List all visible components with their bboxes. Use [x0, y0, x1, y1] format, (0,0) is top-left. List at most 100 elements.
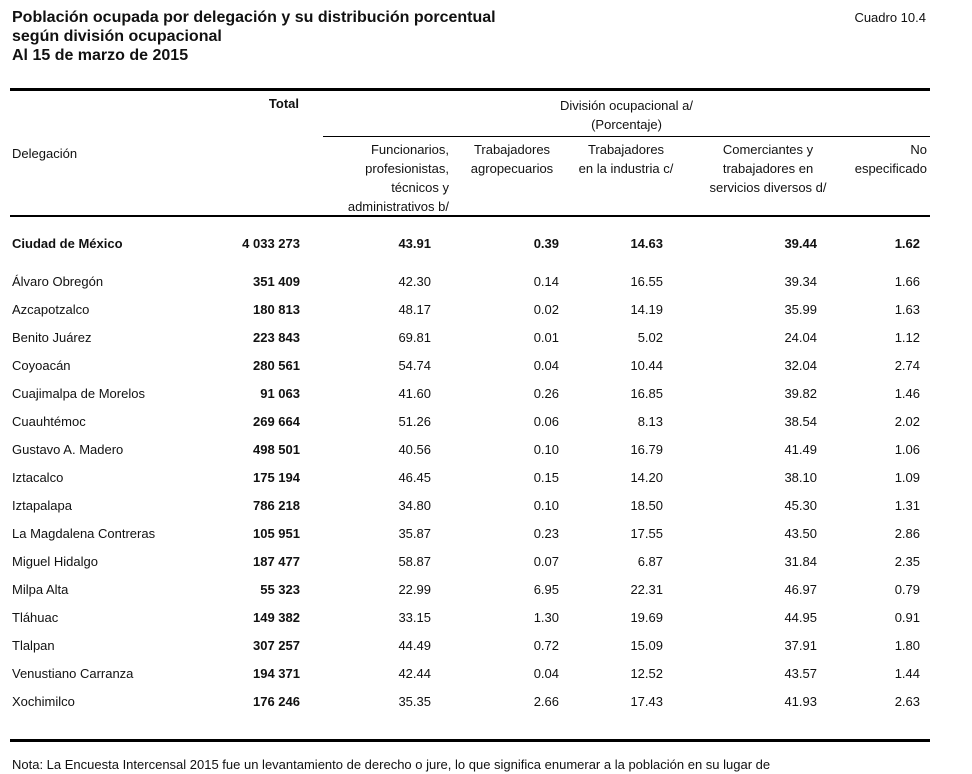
row-no-especificado: 1.06	[894, 442, 920, 457]
table-row: Milpa Alta 55 323 22.99 6.95 22.31 46.97 0.79	[10, 576, 930, 604]
row-total: 55 323	[260, 582, 300, 597]
row-name: Álvaro Obregón	[12, 274, 104, 289]
header-bottom-rule	[10, 215, 930, 217]
row-funcionarios: 35.35	[398, 694, 431, 709]
header-funcionarios-line: profesionistas,	[365, 161, 449, 176]
row-industria: 10.44	[630, 358, 663, 373]
row-comerciantes: 39.44	[784, 236, 817, 251]
row-name: Xochimilco	[12, 694, 75, 709]
row-name: Tláhuac	[12, 610, 59, 625]
row-name: Iztapalapa	[12, 498, 72, 513]
row-funcionarios: 40.56	[398, 442, 431, 457]
row-industria: 17.55	[630, 526, 663, 541]
row-funcionarios: 42.44	[398, 666, 431, 681]
table-row: Venustiano Carranza 194 371 42.44 0.04 12.52…	[10, 660, 930, 688]
row-industria: 14.20	[630, 470, 663, 485]
spacer-row	[10, 258, 930, 268]
row-no-especificado: 2.74	[894, 358, 920, 373]
data-table-body: Ciudad de México 4 033 273 43.91 0.39 14…	[10, 230, 930, 716]
row-agropecuarios: 0.10	[533, 442, 559, 457]
header-delegacion: Delegación	[12, 146, 78, 161]
row-funcionarios: 42.30	[398, 274, 431, 289]
row-agropecuarios: 6.95	[533, 582, 559, 597]
row-funcionarios: 48.17	[398, 302, 431, 317]
row-total: 91 063	[260, 386, 300, 401]
row-industria: 14.63	[630, 236, 663, 251]
table-row: Álvaro Obregón 351 409 42.30 0.14 16.55 39.34…	[10, 268, 930, 296]
row-funcionarios: 44.49	[398, 638, 431, 653]
header-industria: Trabajadores en la industria c/	[566, 140, 686, 178]
cuadro-number: Cuadro 10.4	[854, 10, 926, 25]
header-comerciantes-line: trabajadores en	[722, 161, 814, 176]
header-agropecuarios-line: agropecuarios	[470, 161, 554, 176]
header-comerciantes-line: Comerciantes y	[722, 142, 814, 157]
table-bottom-rule	[10, 739, 930, 742]
table-row: Tláhuac 149 382 33.15 1.30 19.69 44.95 0.91	[10, 604, 930, 632]
row-total: 223 843	[253, 330, 300, 345]
row-no-especificado: 2.35	[894, 554, 920, 569]
row-name: Cuauhtémoc	[12, 414, 86, 429]
row-name: Venustiano Carranza	[12, 666, 134, 681]
row-name: Tlalpan	[12, 638, 55, 653]
row-agropecuarios: 0.04	[533, 358, 559, 373]
row-industria: 12.52	[630, 666, 663, 681]
row-no-especificado: 2.86	[894, 526, 920, 541]
row-industria: 19.69	[630, 610, 663, 625]
row-funcionarios: 54.74	[398, 358, 431, 373]
row-no-especificado: 1.63	[894, 302, 920, 317]
title-line-1: Población ocupada por delegación y su di…	[12, 9, 496, 26]
row-no-especificado: 1.80	[894, 638, 920, 653]
row-total: 176 246	[253, 694, 300, 709]
table-row-total: Ciudad de México 4 033 273 43.91 0.39 14…	[10, 230, 930, 258]
row-total: 307 257	[253, 638, 300, 653]
table-row: Cuajimalpa de Morelos 91 063 41.60 0.26 16.8…	[10, 380, 930, 408]
table-row: Tlalpan 307 257 44.49 0.72 15.09 37.91 1.80	[10, 632, 930, 660]
row-name: La Magdalena Contreras	[12, 526, 156, 541]
row-name: Coyoacán	[12, 358, 71, 373]
row-name: Ciudad de México	[12, 236, 123, 251]
row-agropecuarios: 0.06	[533, 414, 559, 429]
header-comerciantes-line: servicios diversos d/	[709, 180, 827, 195]
row-total: 187 477	[253, 554, 300, 569]
row-name: Iztacalco	[12, 470, 64, 485]
row-agropecuarios: 0.72	[533, 638, 559, 653]
row-industria: 16.85	[630, 386, 663, 401]
row-no-especificado: 1.44	[894, 666, 920, 681]
header-division-line-2: (Porcentaje)	[591, 117, 662, 132]
row-funcionarios: 58.87	[398, 554, 431, 569]
row-no-especificado: 1.46	[894, 386, 920, 401]
header-no-especificado-line: especificado	[854, 161, 927, 176]
header-division: División ocupacional a/ (Porcentaje)	[323, 96, 930, 134]
row-total: 498 501	[253, 442, 300, 457]
table-title: Población ocupada por delegación y su di…	[12, 8, 632, 65]
row-no-especificado: 1.31	[894, 498, 920, 513]
row-no-especificado: 0.91	[894, 610, 920, 625]
row-agropecuarios: 0.07	[533, 554, 559, 569]
row-no-especificado: 1.12	[894, 330, 920, 345]
table-row: Miguel Hidalgo 187 477 58.87 0.07 6.87 31.84 2…	[10, 548, 930, 576]
row-comerciantes: 39.34	[784, 274, 817, 289]
row-funcionarios: 69.81	[398, 330, 431, 345]
header-industria-line: en la industria c/	[578, 161, 674, 176]
row-comerciantes: 38.54	[784, 414, 817, 429]
row-comerciantes: 41.49	[784, 442, 817, 457]
row-industria: 5.02	[637, 330, 663, 345]
table-row: La Magdalena Contreras 105 951 35.87 0.23 17…	[10, 520, 930, 548]
row-total: 786 218	[253, 498, 300, 513]
row-funcionarios: 22.99	[398, 582, 431, 597]
row-no-especificado: 0.79	[894, 582, 920, 597]
row-industria: 15.09	[630, 638, 663, 653]
row-total: 180 813	[253, 302, 300, 317]
row-industria: 6.87	[637, 554, 663, 569]
header-funcionarios: Funcionarios, profesionistas, técnicos y…	[322, 140, 449, 216]
row-funcionarios: 34.80	[398, 498, 431, 513]
header-sub-rule	[323, 136, 930, 137]
header-comerciantes: Comerciantes y trabajadores en servicios…	[694, 140, 842, 197]
header-division-line-1: División ocupacional a/	[560, 98, 693, 113]
row-comerciantes: 39.82	[784, 386, 817, 401]
row-total: 269 664	[253, 414, 300, 429]
row-funcionarios: 46.45	[398, 470, 431, 485]
header-industria-line: Trabajadores	[587, 142, 665, 157]
row-no-especificado: 2.02	[894, 414, 920, 429]
header-top-rule	[10, 88, 930, 91]
